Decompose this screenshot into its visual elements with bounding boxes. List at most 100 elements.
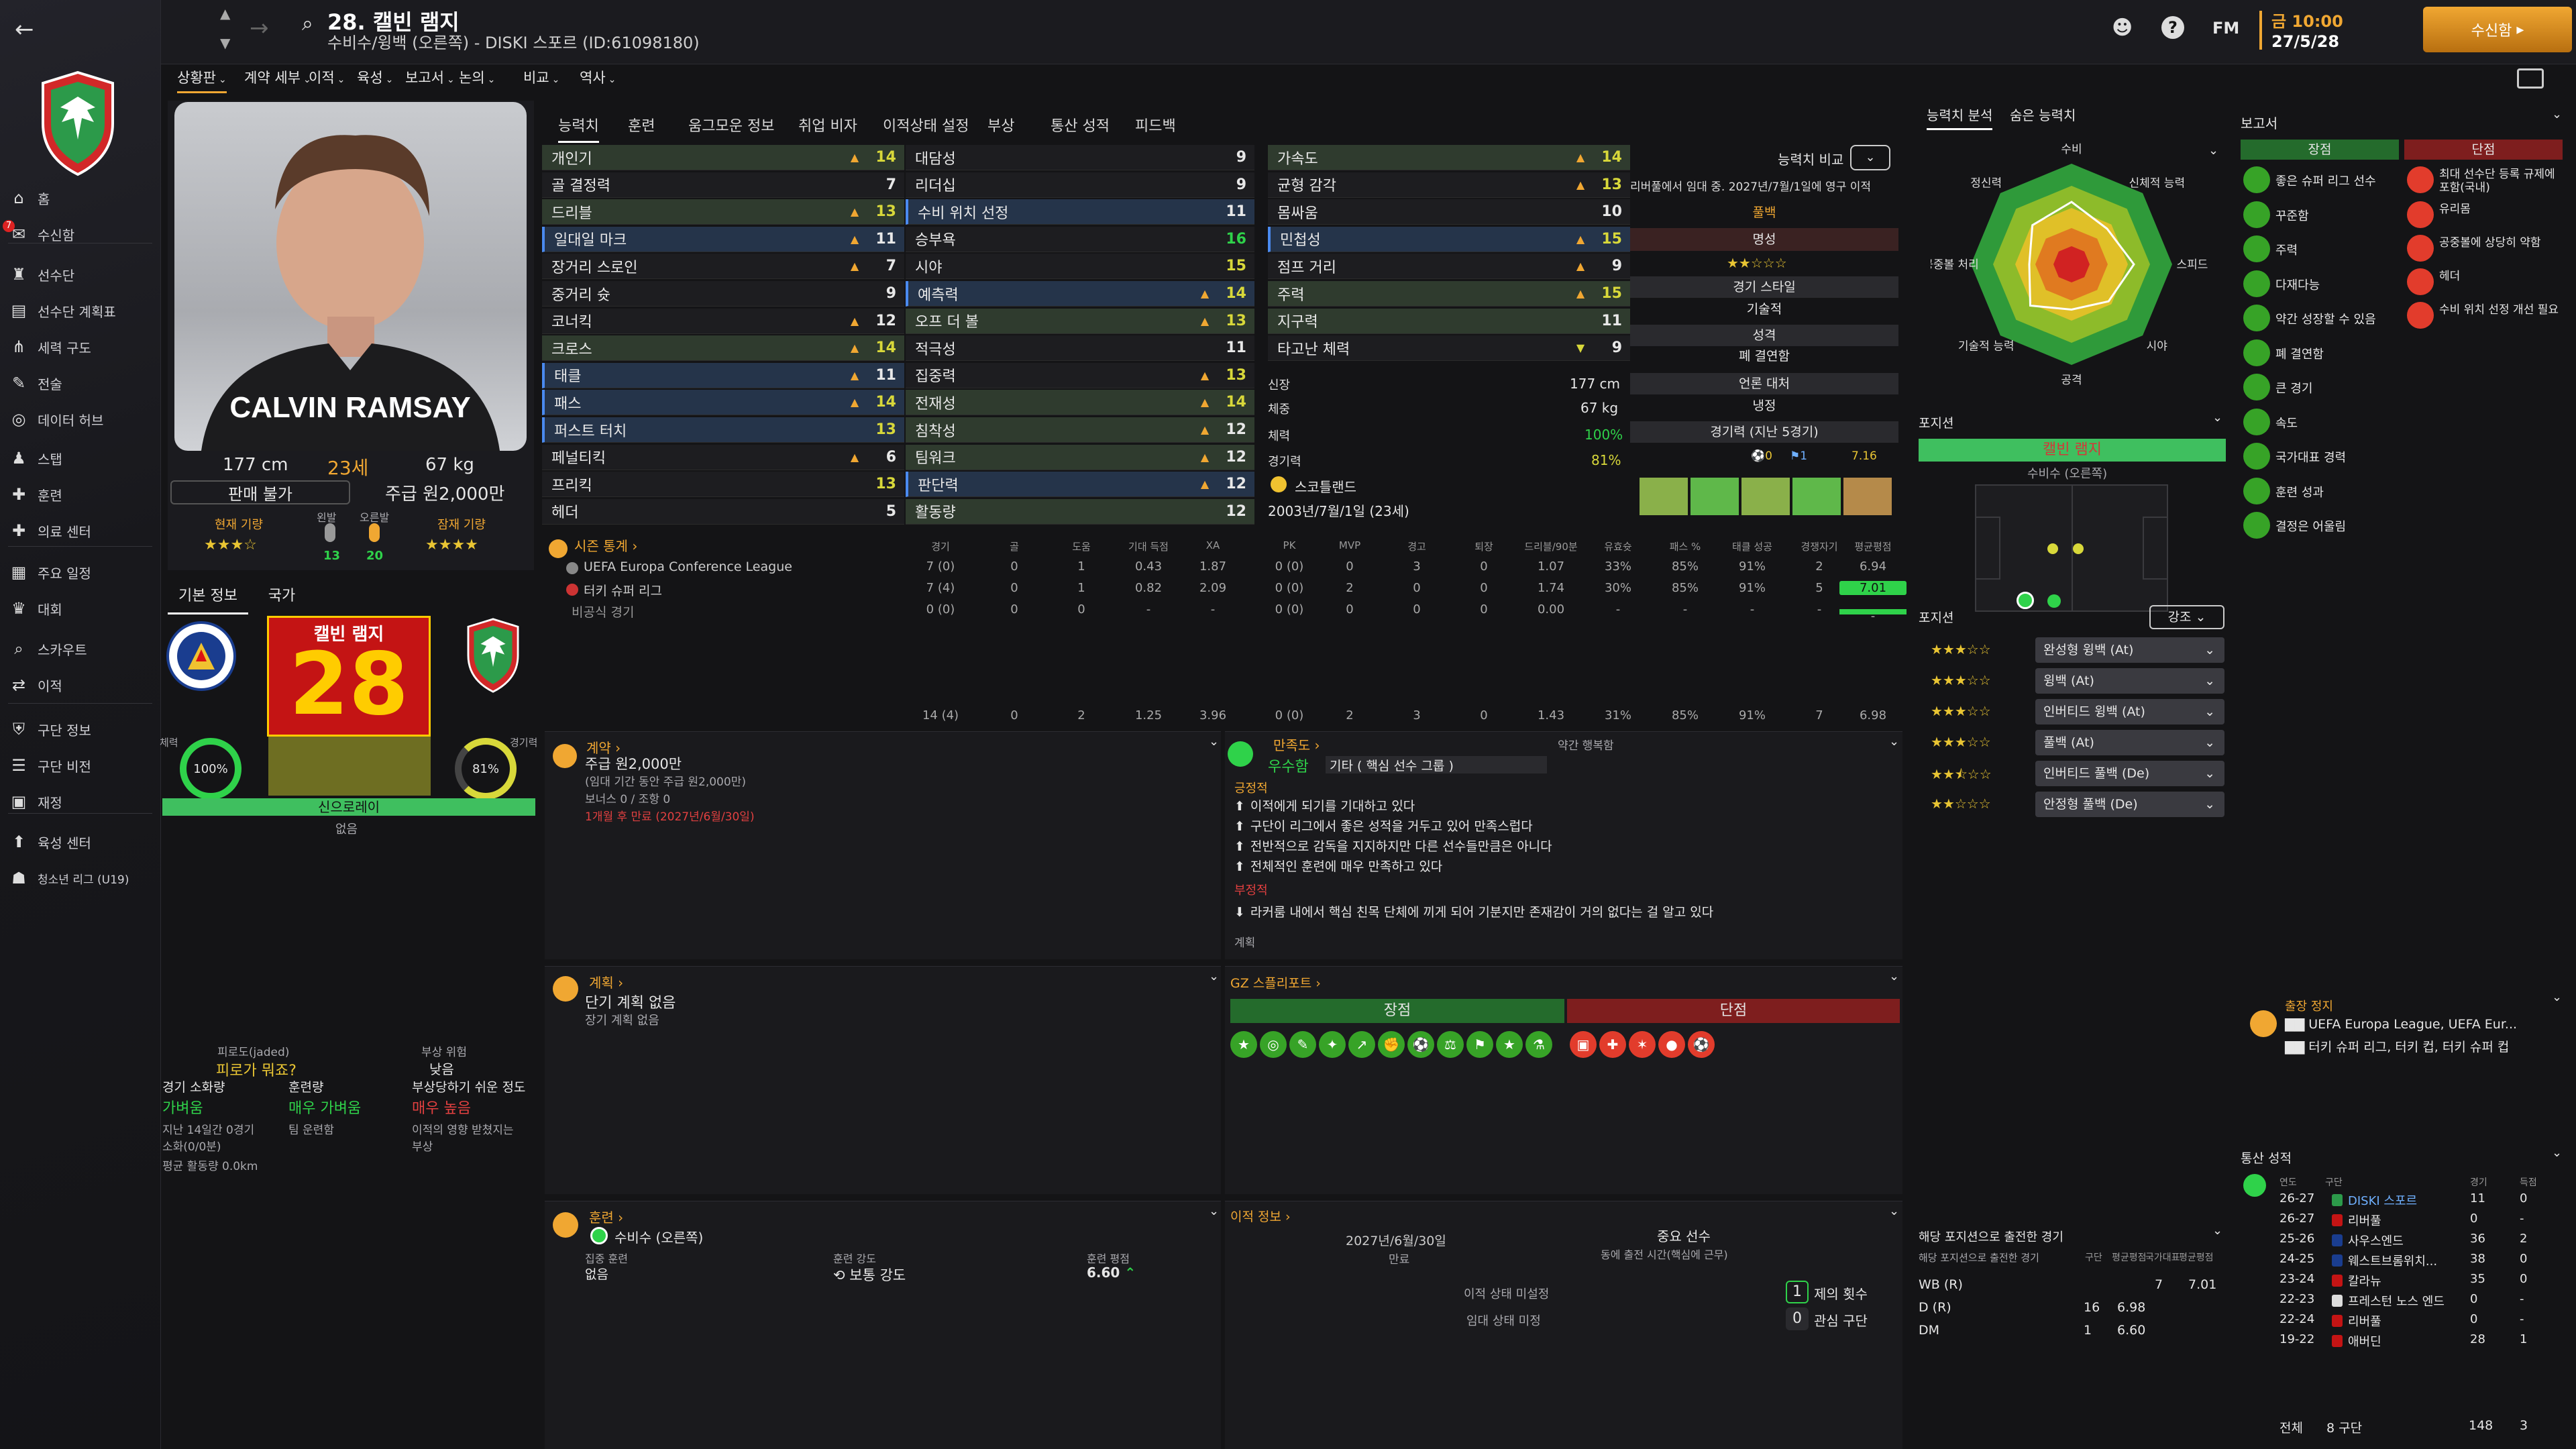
role-select-4[interactable]: 인버티드 풀백 (De) ⌄: [2035, 761, 2224, 786]
played-collapse-icon[interactable]: ⌄: [2212, 1224, 2223, 1238]
sidebar-item-15[interactable]: ☰ 구단 비전: [0, 747, 161, 784]
attr-name: 페널티킥: [551, 450, 606, 468]
role-select-0[interactable]: 완성형 윙백 (At) ⌄: [2035, 637, 2224, 663]
nav-tab-7[interactable]: 역사 ⌄: [580, 67, 616, 91]
attr-name: 리더십: [915, 178, 956, 195]
scouting-expand-icon[interactable]: ⌄: [1889, 969, 1900, 983]
collapse-icon[interactable]: ⌄: [1209, 1204, 1220, 1218]
sidebar-item-6[interactable]: ◎ 데이터 허브: [0, 401, 161, 437]
sidebar-item-4[interactable]: ⋔ 세력 구도: [0, 329, 161, 365]
collapse-icon[interactable]: ⌄: [1209, 969, 1220, 983]
subtab-6[interactable]: 통산 성적: [1051, 118, 1110, 135]
left-foot-label: 왼발: [317, 511, 337, 524]
tab-analysis[interactable]: 능력치 분석: [1927, 105, 1993, 130]
subtab-3[interactable]: 취업 비자: [798, 118, 857, 135]
nav-down-icon[interactable]: ▼: [220, 35, 231, 51]
phys-height-label: 신장: [1268, 378, 1291, 392]
sidebar-item-10[interactable]: ▦ 주요 일정: [0, 554, 161, 590]
nav-up-icon[interactable]: ▲: [220, 5, 231, 21]
transfer-status-badge[interactable]: 판매 불가: [170, 480, 350, 504]
sidebar-item-12[interactable]: ⌕ 스카우트: [0, 631, 161, 667]
transfer-header[interactable]: 이적 정보 ›: [1230, 1210, 1291, 1224]
radar-label-7: 정신력: [1970, 176, 2002, 190]
contract-header[interactable]: 계약 ›: [586, 740, 621, 756]
sidebar-item-16[interactable]: ▣ 재정: [0, 784, 161, 820]
sidebar-item-18[interactable]: ☗ 청소년 리그 (U19): [0, 860, 161, 896]
sidebar-item-7[interactable]: ♟ 스탭: [0, 440, 161, 476]
media-value: 냉정: [1752, 398, 1776, 413]
face-icon[interactable]: ☻: [2112, 16, 2133, 40]
nav-tab-2[interactable]: 이적 ⌄: [309, 67, 345, 91]
sidebar-item-0[interactable]: ⌂ 홈: [0, 180, 161, 216]
happiness-expand-icon[interactable]: ⌄: [1889, 735, 1900, 749]
avg-distance: 평균 활동량 0.0km: [162, 1160, 258, 1173]
back-icon[interactable]: ←: [15, 16, 34, 43]
subtab-1[interactable]: 훈련: [628, 118, 655, 135]
ban-collapse-icon[interactable]: ⌄: [2552, 990, 2563, 1004]
report-collapse-icon[interactable]: ⌄: [2552, 107, 2563, 121]
pos-dot-dr[interactable]: [2017, 592, 2034, 609]
fm-menu-button[interactable]: FM: [2212, 19, 2240, 38]
subtab-7[interactable]: 피드백: [1135, 118, 1176, 135]
sidebar-item-3[interactable]: ▤ 선수단 계획표: [0, 292, 161, 329]
sidebar-item-17[interactable]: ⬆ 육성 센터: [0, 824, 161, 860]
finance-icon: ▣: [11, 792, 27, 811]
role-select-1[interactable]: 윙백 (At) ⌄: [2035, 668, 2224, 694]
sidebar-item-2[interactable]: ♜ 선수단: [0, 256, 161, 292]
subtab-0[interactable]: 능력치: [558, 114, 599, 143]
nav-tab-3[interactable]: 육성 ⌄: [357, 67, 393, 91]
sidebar-item-13[interactable]: ⇄ 이적: [0, 667, 161, 703]
season-cell: 1: [1077, 559, 1085, 574]
search-icon[interactable]: ⌕: [302, 12, 313, 36]
attr-row-mental-7: 적극성 11: [906, 335, 1254, 362]
arrow-up-icon: ▼: [1576, 341, 1585, 355]
calendar-icon[interactable]: [2259, 11, 2262, 50]
sidebar-item-5[interactable]: ✎ 전술: [0, 365, 161, 401]
training-header[interactable]: 훈련 ›: [589, 1210, 624, 1226]
tab-nation[interactable]: 국가: [255, 584, 309, 605]
weaknesses-label: 단점: [1719, 1002, 1748, 1019]
sidebar-item-8[interactable]: ✚ 훈련: [0, 476, 161, 513]
roles-select[interactable]: 강조 ⌄: [2149, 605, 2224, 629]
season-col-3: 기대 득점: [1128, 541, 1169, 553]
nav-tab-6[interactable]: 비교 ⌄: [523, 67, 559, 91]
scouting-header[interactable]: GZ 스플리포트 ›: [1230, 976, 1321, 991]
forward-icon[interactable]: →: [250, 15, 269, 42]
role-select-2[interactable]: 인버티드 윙백 (At) ⌄: [2035, 699, 2224, 724]
help-icon[interactable]: ?: [2161, 16, 2184, 39]
sidebar-item-9[interactable]: ✚ 의료 센터: [0, 513, 161, 549]
tab-basic-info[interactable]: 기본 정보: [168, 584, 248, 614]
role-select-3[interactable]: 풀백 (At) ⌄: [2035, 730, 2224, 755]
plans-header[interactable]: 계획 ›: [589, 975, 624, 991]
season-header[interactable]: 시즌 통계 ›: [574, 538, 638, 554]
subtab-2[interactable]: 움그모운 정보: [688, 118, 775, 135]
career-collapse-icon[interactable]: ⌄: [2552, 1146, 2563, 1160]
attr-row-technical-10: 퍼스트 터치 13: [542, 417, 904, 443]
player-weight: 67 kg: [425, 455, 474, 475]
subtab-5[interactable]: 부상: [987, 118, 1015, 135]
collapse-icon[interactable]: ⌄: [1209, 735, 1220, 749]
role-select-5[interactable]: 안정형 풀백 (De) ⌄: [2035, 792, 2224, 817]
radar-menu-icon[interactable]: ⌄: [2208, 144, 2219, 158]
competition-icon: [566, 584, 578, 596]
nav-tab-5[interactable]: 논의 ⌄: [459, 67, 495, 91]
compare-dropdown[interactable]: ⌄: [1850, 145, 1890, 170]
sidebar-item-14[interactable]: ⛨ 구단 정보: [0, 711, 161, 747]
nav-tab-0[interactable]: 상황판 ⌄: [177, 67, 227, 93]
layout-icon[interactable]: [2517, 68, 2544, 89]
tab-hidden[interactable]: 숨은 능력치: [2010, 105, 2076, 124]
happiness-header[interactable]: 만족도 ›: [1273, 737, 1320, 753]
nav-tab-1[interactable]: 계약 세부 ⌄: [244, 67, 311, 91]
transfer-expand-icon[interactable]: ⌄: [1889, 1204, 1900, 1218]
positions-collapse-icon[interactable]: ⌄: [2212, 411, 2223, 425]
attr-value: 12: [1226, 448, 1246, 466]
continue-button[interactable]: 수신함 ▸: [2423, 7, 2572, 52]
nav-tab-label: 비교: [523, 70, 549, 86]
club-badge-icon: [2332, 1214, 2343, 1226]
fatigue-value: 피로가 뭐죠?: [216, 1063, 297, 1079]
subtab-4[interactable]: 이적상태 설정: [883, 118, 969, 135]
nav-tab-4[interactable]: 보고서 ⌄: [405, 67, 455, 91]
sidebar-item-1[interactable]: ✉ 7 수신함: [0, 216, 161, 252]
intensity-value[interactable]: ⟲ 보통 강도: [833, 1267, 906, 1283]
sidebar-item-11[interactable]: ♛ 대회: [0, 590, 161, 627]
